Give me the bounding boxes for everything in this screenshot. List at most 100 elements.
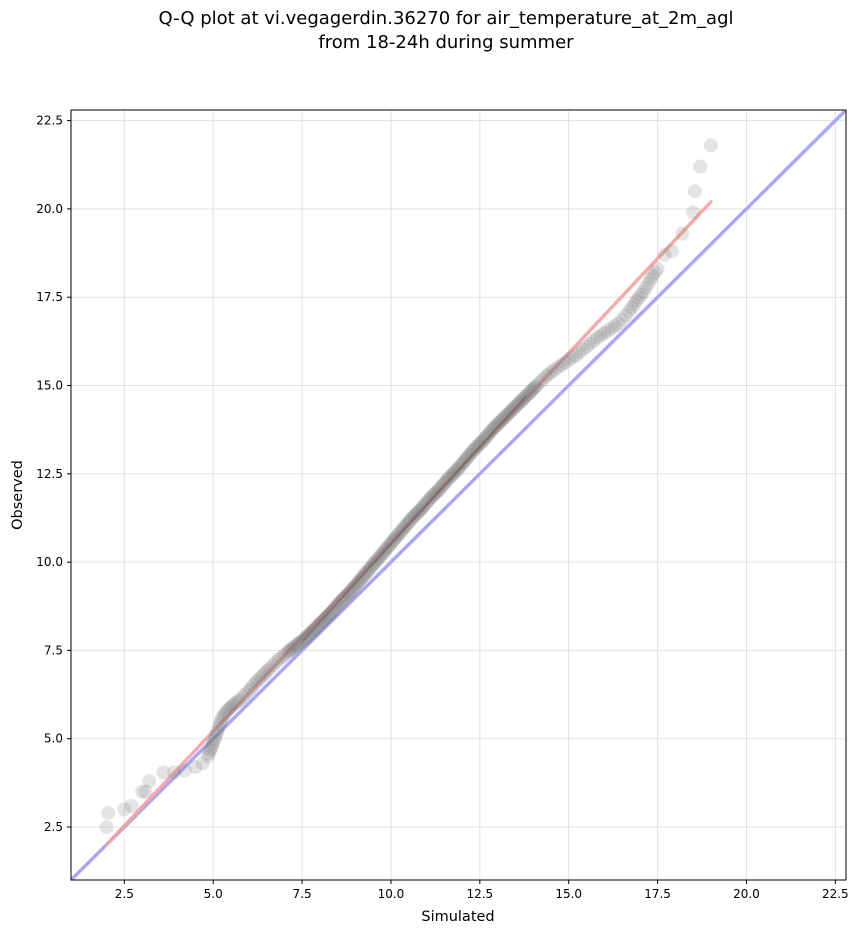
data-point bbox=[474, 434, 489, 449]
data-point bbox=[428, 485, 443, 500]
data-point bbox=[309, 620, 324, 635]
data-point bbox=[439, 473, 454, 488]
data-point bbox=[368, 555, 383, 570]
data-point bbox=[517, 390, 532, 405]
x-tick-label: 22.5 bbox=[822, 887, 849, 901]
data-point bbox=[473, 436, 488, 451]
data-point bbox=[195, 756, 210, 771]
data-point bbox=[437, 475, 452, 490]
data-point bbox=[631, 290, 646, 305]
data-point bbox=[202, 746, 217, 761]
data-point bbox=[363, 560, 378, 575]
y-tick-label: 5.0 bbox=[44, 732, 63, 746]
data-point bbox=[320, 608, 335, 623]
data-point bbox=[430, 484, 445, 499]
data-point bbox=[344, 583, 359, 598]
chart-title-line2: from 18-24h during summer bbox=[318, 32, 574, 53]
y-tick-label: 20.0 bbox=[36, 202, 63, 216]
data-point bbox=[464, 445, 479, 460]
y-tick-label: 17.5 bbox=[36, 290, 63, 304]
x-tick-label: 2.5 bbox=[115, 887, 134, 901]
data-point bbox=[377, 544, 392, 559]
data-point bbox=[423, 491, 438, 506]
data-point bbox=[306, 623, 321, 638]
data-point bbox=[200, 749, 215, 764]
x-tick-label: 10.0 bbox=[378, 887, 405, 901]
data-point bbox=[255, 668, 270, 683]
data-point bbox=[383, 537, 398, 552]
data-point bbox=[286, 640, 301, 655]
data-point bbox=[331, 597, 346, 612]
data-point bbox=[298, 631, 313, 646]
data-point bbox=[260, 663, 275, 678]
data-point bbox=[650, 261, 665, 276]
data-point bbox=[251, 672, 266, 687]
data-point bbox=[675, 226, 690, 241]
data-point bbox=[503, 404, 518, 419]
data-point bbox=[590, 330, 605, 345]
data-point bbox=[504, 403, 519, 418]
x-tick-label: 15.0 bbox=[555, 887, 582, 901]
data-point bbox=[258, 665, 273, 680]
data-point bbox=[528, 379, 543, 394]
data-point bbox=[266, 658, 281, 673]
data-point bbox=[220, 703, 235, 718]
data-point bbox=[452, 459, 467, 474]
dense-core-line bbox=[301, 395, 527, 643]
data-point bbox=[384, 535, 399, 550]
data-point bbox=[381, 539, 396, 554]
data-point bbox=[328, 601, 343, 616]
data-point bbox=[516, 391, 531, 406]
data-point bbox=[466, 443, 481, 458]
data-point bbox=[301, 628, 316, 643]
data-point bbox=[369, 553, 384, 568]
data-point bbox=[460, 450, 475, 465]
data-point bbox=[356, 569, 371, 584]
data-point bbox=[223, 699, 238, 714]
data-point bbox=[448, 464, 463, 479]
data-point bbox=[347, 579, 362, 594]
data-point bbox=[618, 308, 633, 323]
data-point bbox=[426, 488, 441, 503]
data-point bbox=[406, 509, 421, 524]
data-point bbox=[238, 686, 253, 701]
data-point bbox=[624, 300, 639, 315]
data-point bbox=[500, 407, 515, 422]
data-point bbox=[210, 724, 225, 739]
data-point bbox=[348, 578, 363, 593]
data-point bbox=[611, 316, 626, 331]
data-point bbox=[135, 784, 150, 799]
data-point bbox=[522, 385, 537, 400]
data-point bbox=[641, 276, 656, 291]
data-point bbox=[511, 396, 526, 411]
data-point bbox=[565, 350, 580, 365]
y-axis-label: Observed bbox=[10, 460, 26, 530]
data-point bbox=[561, 353, 576, 368]
data-point bbox=[390, 528, 405, 543]
data-point bbox=[554, 357, 569, 372]
data-point bbox=[457, 454, 472, 469]
data-point bbox=[418, 496, 433, 511]
data-point bbox=[271, 652, 286, 667]
data-point bbox=[586, 333, 601, 348]
data-point bbox=[340, 588, 355, 603]
data-point bbox=[360, 563, 375, 578]
data-point bbox=[513, 394, 528, 409]
data-point bbox=[470, 439, 485, 454]
data-point bbox=[480, 427, 495, 442]
data-point bbox=[526, 381, 541, 396]
data-point bbox=[288, 639, 303, 654]
data-point bbox=[359, 565, 374, 580]
data-point bbox=[458, 452, 473, 467]
data-point bbox=[380, 540, 395, 555]
data-point bbox=[375, 546, 390, 561]
data-point bbox=[222, 701, 237, 716]
data-point bbox=[498, 409, 513, 424]
data-point bbox=[396, 521, 411, 536]
data-point bbox=[417, 498, 432, 513]
data-point bbox=[523, 384, 538, 399]
data-point bbox=[211, 721, 226, 736]
data-point bbox=[507, 400, 522, 415]
data-point bbox=[371, 551, 386, 566]
